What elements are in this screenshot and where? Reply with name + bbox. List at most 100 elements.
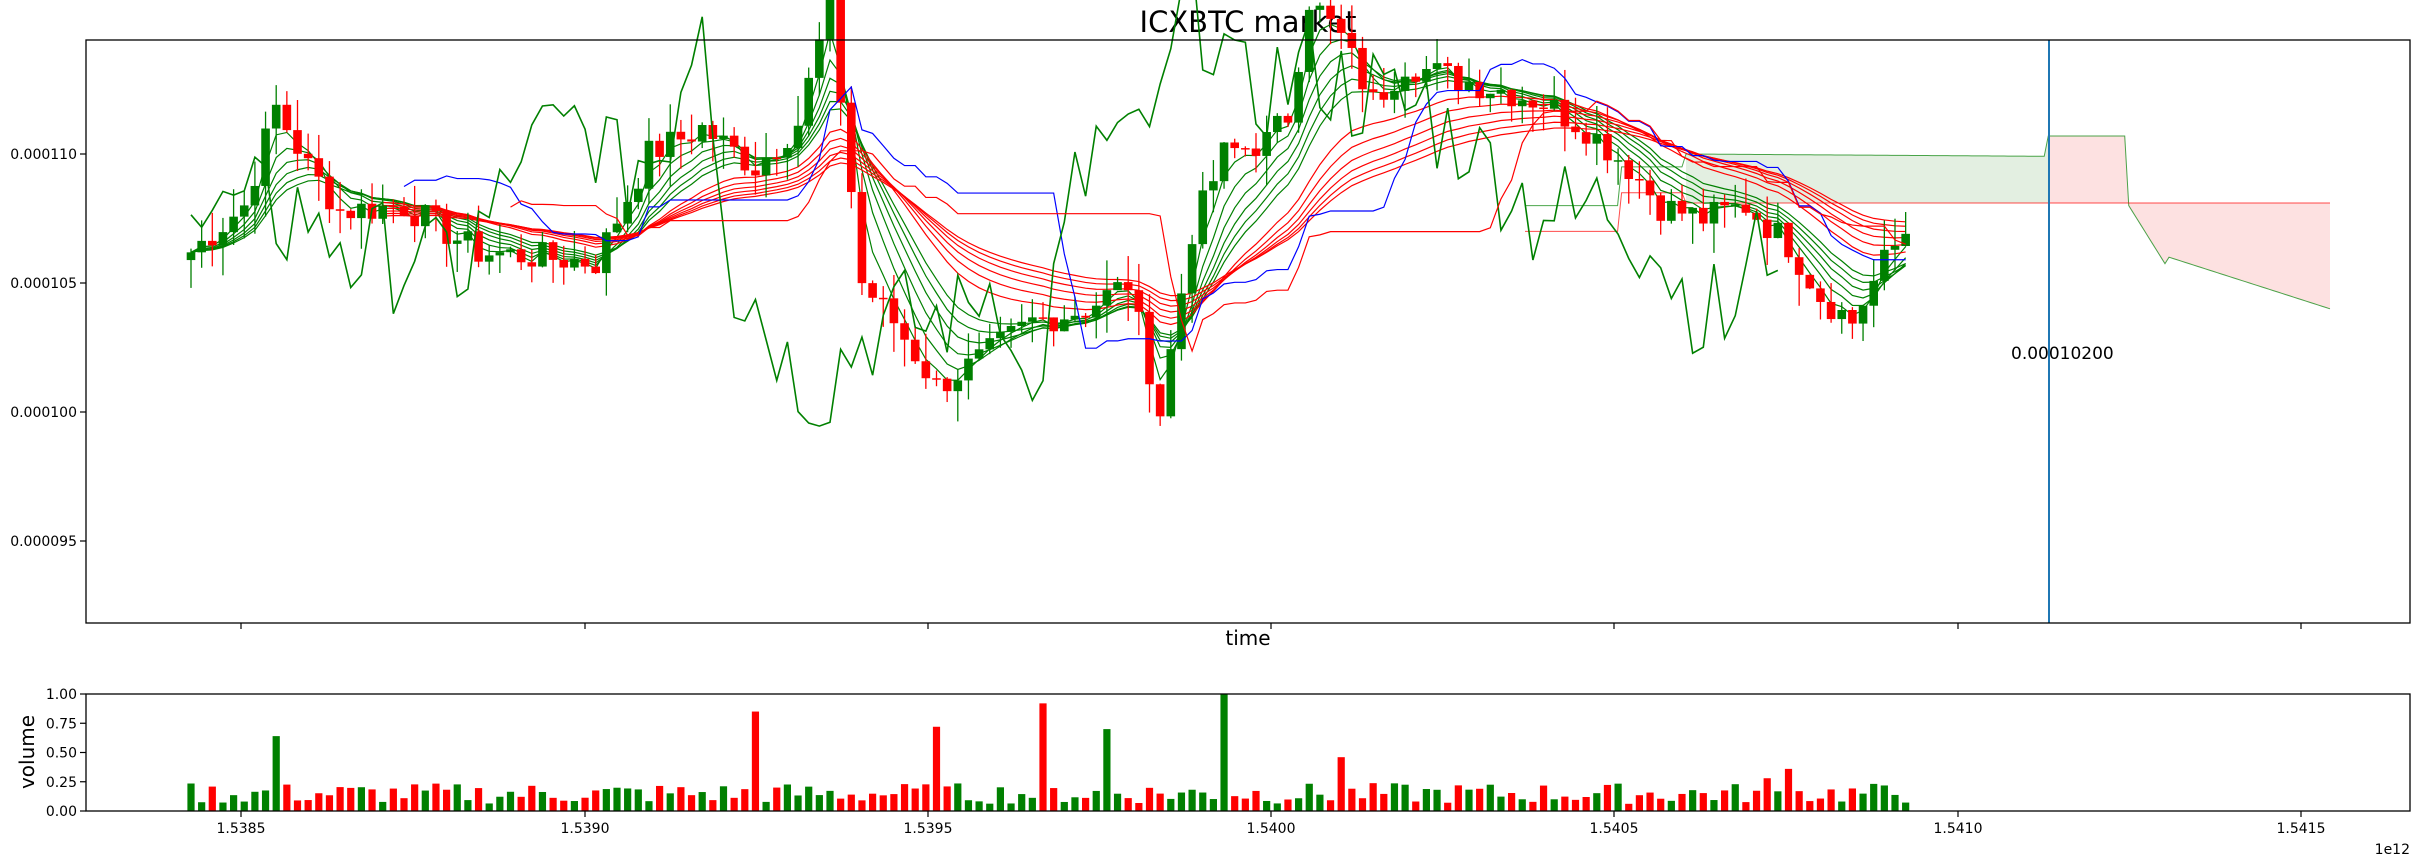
candle-body [548,242,558,260]
volume-bar [1806,801,1814,811]
candle-body [825,0,835,40]
volume-bar [1752,790,1761,811]
volume-bar [1731,784,1739,811]
candle-body [314,158,324,177]
volume-bar [304,800,312,811]
candle-body [271,104,281,129]
volume-bar [1603,784,1612,811]
candle-body [1699,207,1708,224]
candle-body [1315,5,1325,10]
candle-body [1145,311,1154,385]
candle-body [580,258,590,267]
volume-bar [1018,794,1026,811]
volume-bar [879,795,887,811]
candle-body [665,131,675,157]
volume-bar [762,801,770,811]
volume-bar [187,783,195,811]
volume-bar [613,787,621,811]
volume-bar [975,801,983,811]
volume-bar [1816,798,1825,811]
volume-bar [1305,783,1313,811]
candle-body [1805,274,1815,289]
candle-body [506,249,515,253]
candle-body [1645,180,1655,196]
candle-body [1667,200,1676,221]
candle-body [1390,90,1399,100]
candle-body [538,242,547,267]
ema-slow-line [382,109,1906,313]
candle-body [1070,315,1080,320]
candle-body [1336,18,1346,33]
volume-bar [208,786,216,811]
volume-x-tick-label: 1.5390 [561,821,610,837]
volume-bar [283,784,291,811]
price-panel-frame [85,39,2411,624]
volume-bar [261,790,270,811]
candle-body [1209,181,1218,191]
ema-fast-line [190,52,1907,356]
volume-bar [1827,789,1835,811]
volume-bar [900,784,909,811]
candle-body [218,232,228,246]
candle-body [1091,305,1101,318]
volume-bar [1273,803,1281,811]
volume-bar [1497,796,1505,811]
volume-bar [837,798,845,811]
volume-x-tick-label: 1.5395 [904,821,953,837]
volume-bar [1316,794,1324,811]
candle-body [346,210,356,219]
candle-body [261,128,270,186]
candle-body [921,361,931,379]
volume-bar [858,800,866,811]
volume-bar [432,783,440,811]
price-y-tick-label: 0.000100 [10,405,77,421]
volume-bar [453,784,461,811]
candle-body [442,210,451,244]
candle-body [1368,89,1378,93]
volume-panel: 0.000.250.500.751.00 1.5385 1.5390 1.5395 1… [15,687,2411,858]
volume-bar [666,793,674,811]
volume-bar [1646,792,1654,811]
candle-body [399,206,409,216]
ema-slow-line [382,95,1906,326]
volume-bar [1295,798,1303,811]
volume-bar [1710,800,1718,811]
volume-bar [1263,800,1271,811]
candle-body [1635,179,1644,181]
volume-bar [411,784,419,811]
candle-body [974,349,984,359]
candle-body [1539,107,1548,110]
candle-body [1528,100,1538,108]
candle-body [1890,246,1900,250]
candle-body [1038,317,1048,319]
candle-body [1326,5,1335,19]
candle-body [857,192,867,284]
volume-bar [1188,789,1196,811]
candle-body [1294,71,1303,123]
candle-body [1102,290,1112,306]
ema-slow-line [382,115,1906,307]
ema-slow-line [382,103,1906,319]
candle-body [1762,219,1772,239]
volume-bar [1082,797,1090,811]
candle-body [964,358,973,381]
volume-bar [1476,788,1484,811]
candle-body [1560,99,1570,127]
volume-bar [1284,799,1292,811]
volume-bar [1848,788,1856,811]
volume-bar [624,788,632,811]
candle-body [293,130,302,154]
volume-bar [1113,793,1122,811]
candle-body [878,297,888,300]
volume-bar [1039,703,1047,811]
candle-body [1848,309,1857,324]
volume-bar [698,792,706,811]
volume-bar [464,800,472,811]
volume-bar [1124,798,1132,811]
candle-body [335,209,345,211]
candle-body [900,323,909,340]
volume-bar [1635,795,1643,811]
volume-bar [230,795,238,811]
volume-y-tick-label: 0.25 [46,775,77,791]
candle-body [303,153,313,159]
